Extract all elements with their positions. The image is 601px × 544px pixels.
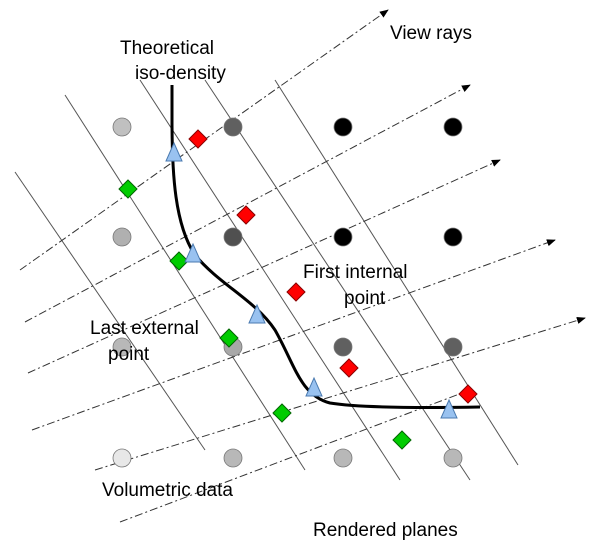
voxel-dot — [443, 117, 463, 137]
last-external-points — [118, 179, 412, 450]
plane-line — [274, 79, 519, 466]
voxel-dot — [333, 337, 353, 357]
first-internal-marker — [458, 384, 478, 404]
voxel-dot — [112, 117, 132, 137]
voxel-dot — [223, 227, 243, 247]
voxel-dot — [333, 227, 353, 247]
voxel-dot — [443, 227, 463, 247]
volumetric-data-grid — [112, 117, 463, 468]
first-internal-marker — [188, 129, 208, 149]
voxel-dot — [112, 227, 132, 247]
voxel-dot — [333, 448, 353, 468]
view-rays-label: View rays — [390, 23, 472, 44]
plane-line — [139, 79, 401, 481]
view-ray — [31, 239, 556, 431]
voxel-dot — [333, 117, 353, 137]
last-external-marker — [392, 430, 412, 450]
intersection-marker — [440, 398, 458, 419]
volumetric-data-label: Volumetric data — [102, 480, 233, 501]
last-external-label-line2: point — [108, 344, 150, 365]
plane-line — [204, 79, 471, 481]
last-external-label-line1: Last external — [90, 318, 199, 339]
first-internal-label-line2: point — [344, 288, 386, 309]
intersection-points — [165, 141, 458, 419]
view-ray — [27, 159, 501, 374]
view-rays — [19, 9, 586, 523]
last-external-marker — [118, 179, 138, 199]
first-internal-marker — [339, 358, 359, 378]
voxel-dot — [443, 337, 463, 357]
plane-line — [64, 94, 306, 471]
voxel-dot — [223, 448, 243, 468]
intersection-marker — [305, 376, 323, 397]
last-external-marker — [219, 328, 239, 348]
voxel-dot — [223, 117, 243, 137]
plane-line — [14, 171, 206, 451]
rendered-planes-label: Rendered planes — [313, 520, 458, 541]
last-external-marker — [272, 403, 292, 423]
last-external-marker — [169, 251, 189, 271]
first-internal-points — [188, 129, 478, 404]
rendered-planes — [14, 79, 519, 481]
voxel-dot — [112, 448, 132, 468]
first-internal-marker — [236, 205, 256, 225]
view-ray — [24, 84, 471, 323]
voxel-dot — [112, 337, 132, 357]
iso-density-label-line2: iso-density — [135, 63, 226, 84]
view-ray — [119, 389, 471, 523]
iso-density-curve — [170, 85, 481, 410]
intersection-marker — [165, 141, 183, 162]
voxel-dot — [443, 448, 463, 468]
intersection-marker — [248, 303, 266, 324]
intersection-marker — [184, 242, 202, 263]
first-internal-label-line1: First internal — [303, 262, 408, 283]
view-ray — [94, 316, 586, 471]
first-internal-marker — [286, 282, 306, 302]
iso-density-label-line1: Theoretical — [120, 38, 214, 59]
